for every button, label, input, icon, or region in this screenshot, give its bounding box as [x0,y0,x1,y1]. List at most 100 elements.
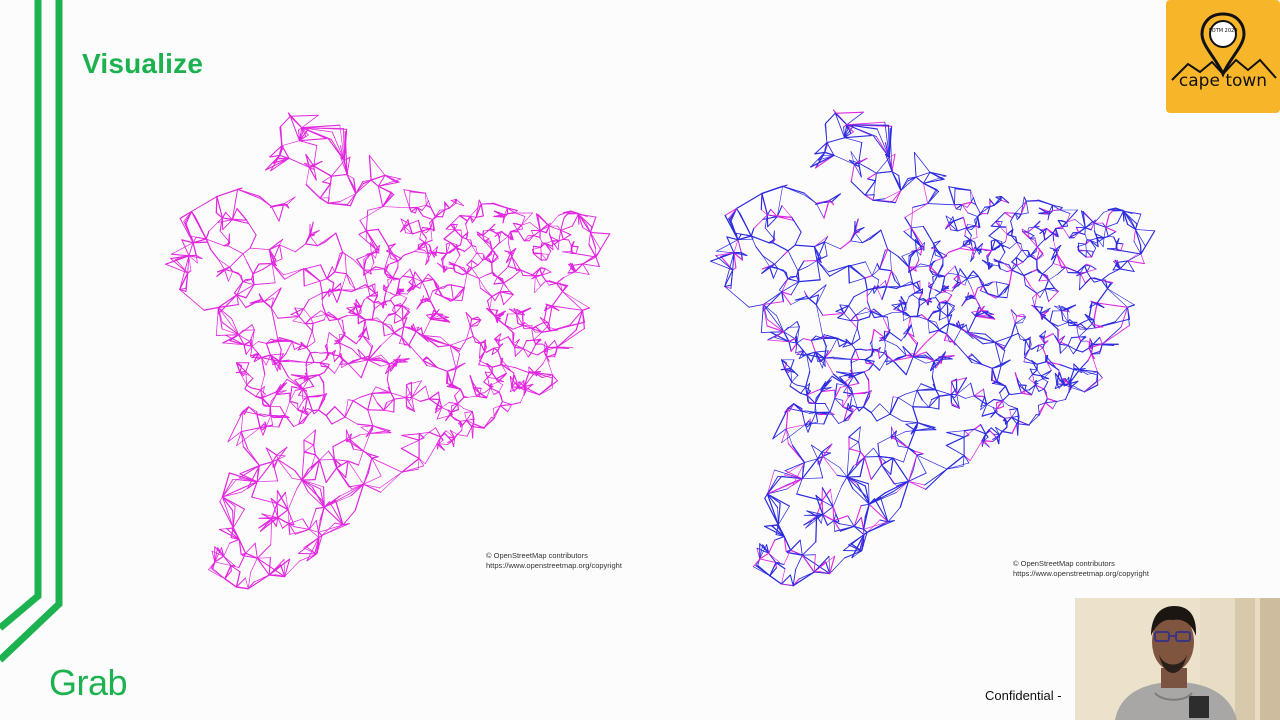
road-segment [890,270,896,281]
road-segment [270,307,279,319]
road-segment [540,253,548,261]
road-segment [993,264,1000,267]
road-segment [972,197,977,206]
road-segment [281,145,290,159]
road-segment [235,362,241,374]
road-segment [973,428,987,435]
road-segment [218,307,240,336]
road-segment [887,506,901,523]
road-segment [319,264,328,280]
road-segment [252,268,264,275]
road-segment [951,381,958,395]
road-segment [298,135,307,142]
road-segment [562,291,590,309]
road-segment [796,326,800,344]
road-segment [303,439,315,446]
road-segment [791,258,799,272]
road-segment [392,305,395,311]
road-segment [862,503,870,530]
road-segment [863,521,889,530]
road-segment [507,235,514,240]
road-segment [382,322,392,326]
road-segment [302,518,310,530]
road-segment [375,386,392,394]
road-segment [960,328,974,340]
road-segment [347,483,364,495]
road-segment [934,240,941,247]
road-segment [956,323,965,328]
road-segment [916,389,923,401]
road-segment [977,337,996,343]
road-segment [436,313,447,322]
road-segment [246,261,254,275]
road-segment [979,206,991,214]
road-segment [368,453,379,458]
road-segment [1061,310,1069,323]
road-segment [1085,243,1087,251]
road-segment [1000,196,1010,204]
road-segment [236,362,247,372]
road-segment [203,306,220,311]
road-segment [881,464,895,485]
road-segment [273,458,279,469]
road-segment [321,181,332,185]
road-segment [426,314,432,320]
road-segment [970,382,975,397]
road-segment [346,306,357,309]
road-segment [558,229,562,242]
road-segment [217,258,225,270]
road-segment [210,249,219,260]
road-segment [321,290,329,300]
road-segment [344,399,349,418]
road-segment [425,297,431,301]
road-segment [548,305,553,324]
road-segment [412,271,416,279]
road-segment [1107,288,1128,308]
road-segment [517,386,527,391]
road-segment [1070,386,1085,393]
road-segment [982,285,989,295]
road-segment [787,276,792,280]
road-segment [307,491,325,508]
road-segment [527,352,532,358]
road-segment [362,433,371,452]
road-segment [313,429,317,446]
road-segment [261,513,279,518]
road-segment [280,339,293,342]
road-segment [227,245,244,255]
road-segment [250,387,262,391]
road-segment [844,126,854,139]
road-segment [1086,265,1091,273]
road-segment [846,476,870,485]
road-segment [797,270,800,282]
road-segment [582,263,590,275]
road-segment [770,331,785,333]
road-segment [810,423,825,425]
road-segment [850,320,858,329]
road-segment [311,330,316,342]
road-segment [981,411,996,417]
road-segment [886,360,894,366]
road-segment [432,340,451,346]
road-segment [451,368,457,386]
road-segment [752,566,771,577]
road-segment [448,402,459,405]
road-segment [510,231,514,239]
road-segment [363,475,382,485]
road-segment [364,319,367,329]
road-segment [479,392,488,399]
road-segment [308,529,320,538]
road-segment [246,219,257,236]
road-segment [301,479,309,493]
road-segment [483,381,490,387]
road-segment [960,324,967,330]
road-segment [319,280,323,294]
road-segment [395,294,401,297]
road-segment [425,200,429,206]
road-segment [384,174,402,180]
attribution-line: © OpenStreetMap contributors [486,551,588,560]
road-segment [545,303,553,307]
road-segment [425,289,431,301]
road-segment [236,281,244,296]
road-segment [470,253,477,261]
